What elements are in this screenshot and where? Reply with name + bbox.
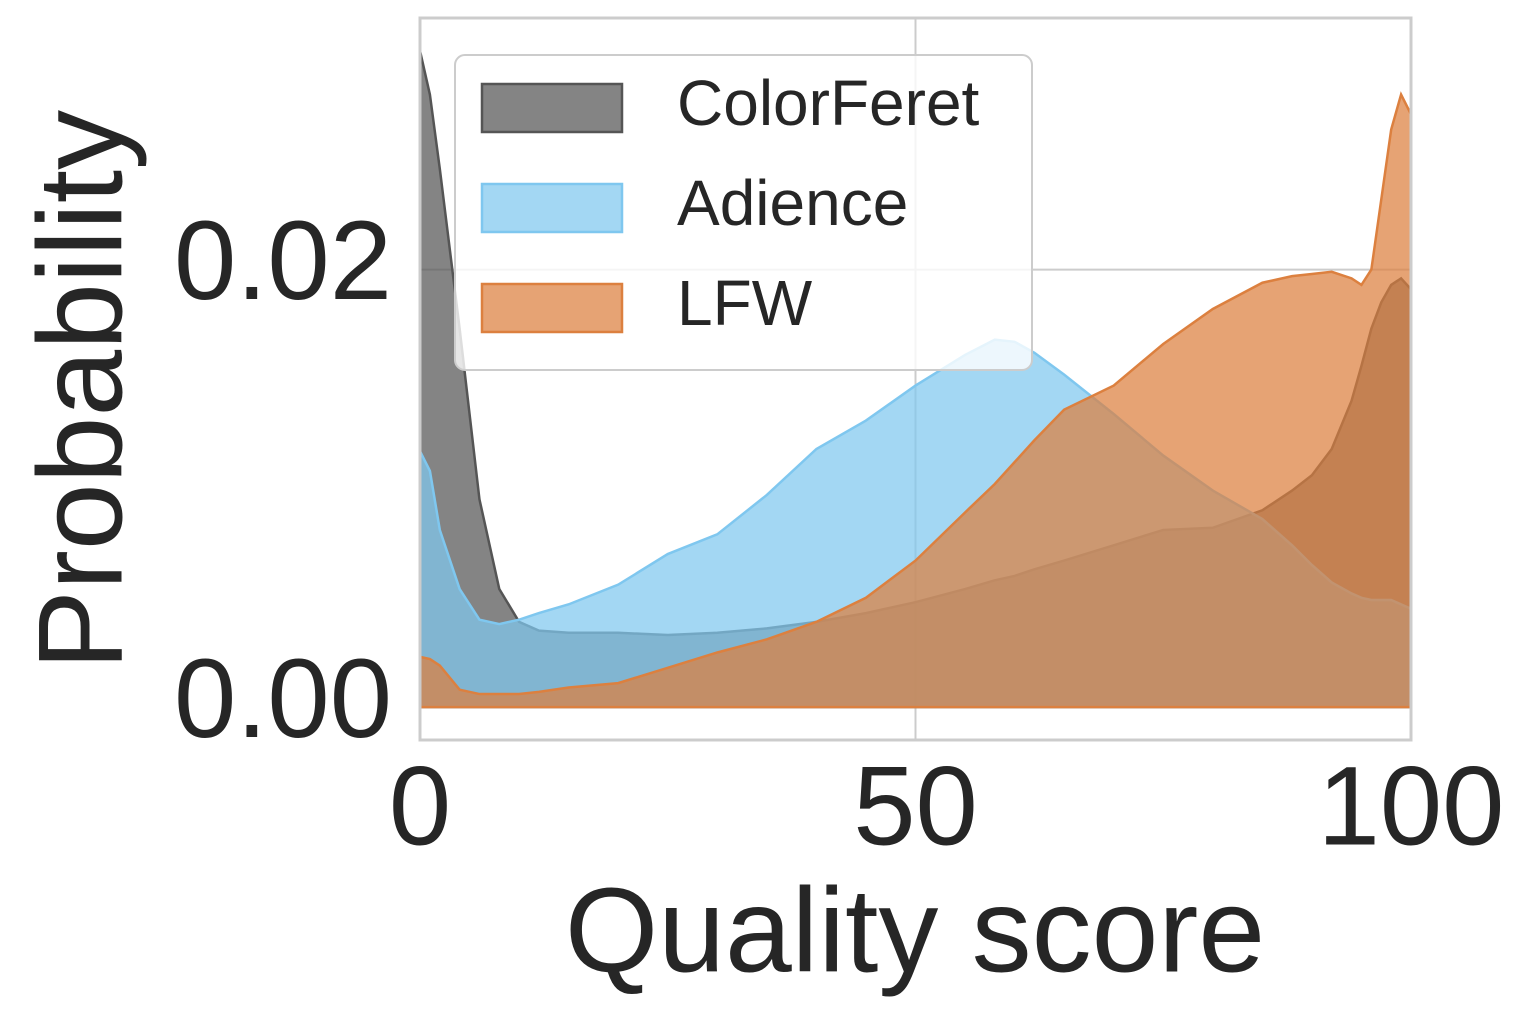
- x-tick-label: 100: [1318, 744, 1505, 869]
- y-axis-label: Probability: [14, 110, 148, 670]
- legend-label: Adience: [677, 167, 908, 239]
- legend-swatch: [480, 182, 624, 234]
- x-axis-label: Quality score: [565, 864, 1265, 998]
- area: [418, 91, 1413, 709]
- legend-label: LFW: [677, 267, 813, 339]
- legend-swatch: [480, 282, 624, 334]
- x-tick-label: 50: [853, 744, 978, 869]
- plot-frame: [418, 16, 1413, 742]
- legend-label: ColorFeret: [677, 67, 980, 139]
- y-tick-label: 0.02: [174, 198, 392, 323]
- y-tick-label: 0.00: [174, 636, 392, 761]
- x-tick-label: 0: [389, 744, 451, 869]
- legend-swatch: [480, 82, 624, 134]
